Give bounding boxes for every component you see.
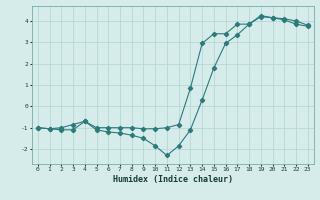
X-axis label: Humidex (Indice chaleur): Humidex (Indice chaleur) [113,175,233,184]
